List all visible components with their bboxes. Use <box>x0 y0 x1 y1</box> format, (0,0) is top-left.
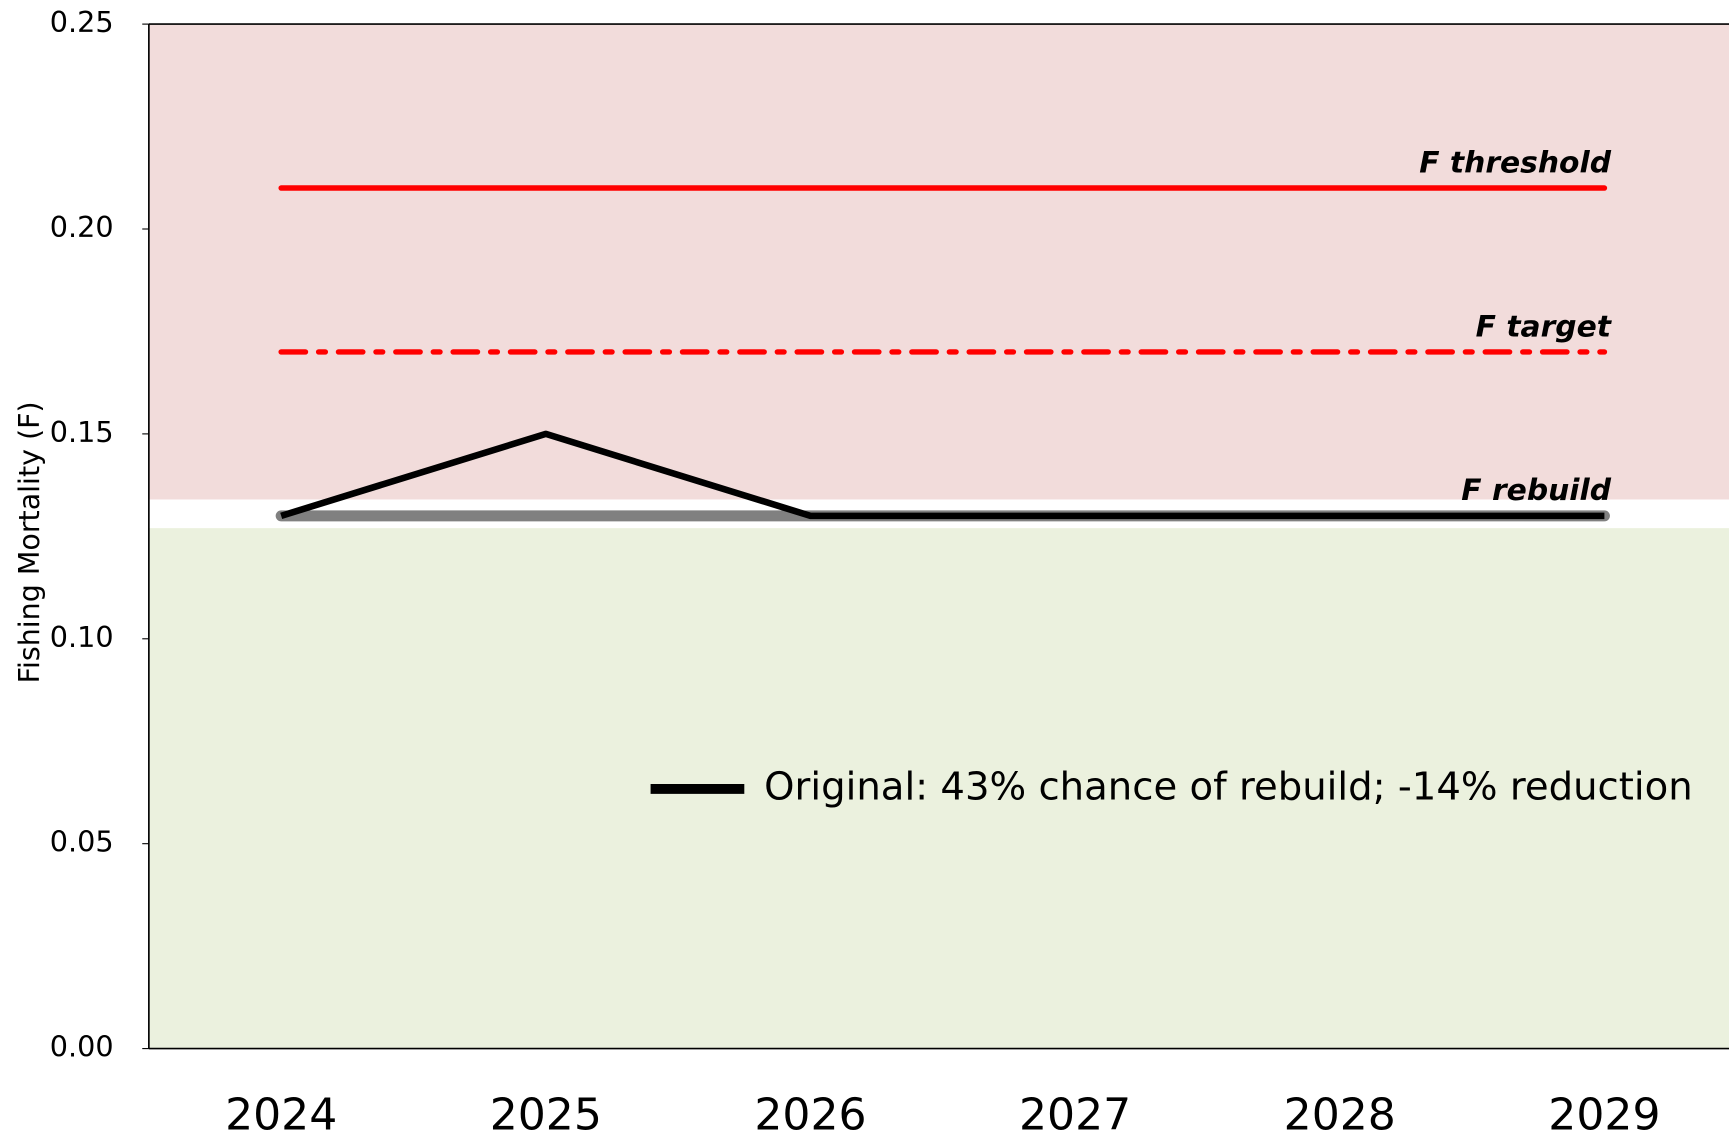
y-tick-label: 0.00 <box>50 1030 114 1064</box>
y-axis-label: Fishing Mortality (F) <box>12 401 46 683</box>
x-tick-label: 2029 <box>1548 1090 1660 1141</box>
x-tick-label: 2028 <box>1284 1090 1396 1141</box>
x-tick-label: 2024 <box>225 1090 337 1141</box>
x-tick-label: 2026 <box>754 1090 866 1141</box>
y-tick-label: 0.25 <box>50 5 114 39</box>
x-tick-label: 2027 <box>1019 1090 1131 1141</box>
legend-label: Original: 43% chance of rebuild; -14% re… <box>764 764 1693 809</box>
x-tick-label: 2025 <box>490 1090 602 1141</box>
y-tick-label: 0.20 <box>50 210 114 244</box>
reference-label: F threshold <box>1419 144 1612 179</box>
reference-label: F rebuild <box>1461 472 1611 507</box>
y-tick-label: 0.15 <box>50 415 114 449</box>
y-tick-label: 0.10 <box>50 620 114 654</box>
reference-label: F target <box>1476 308 1613 343</box>
band <box>148 24 1729 500</box>
series-line <box>280 430 1605 520</box>
band <box>148 528 1729 1049</box>
y-tick-label: 0.05 <box>50 825 114 859</box>
